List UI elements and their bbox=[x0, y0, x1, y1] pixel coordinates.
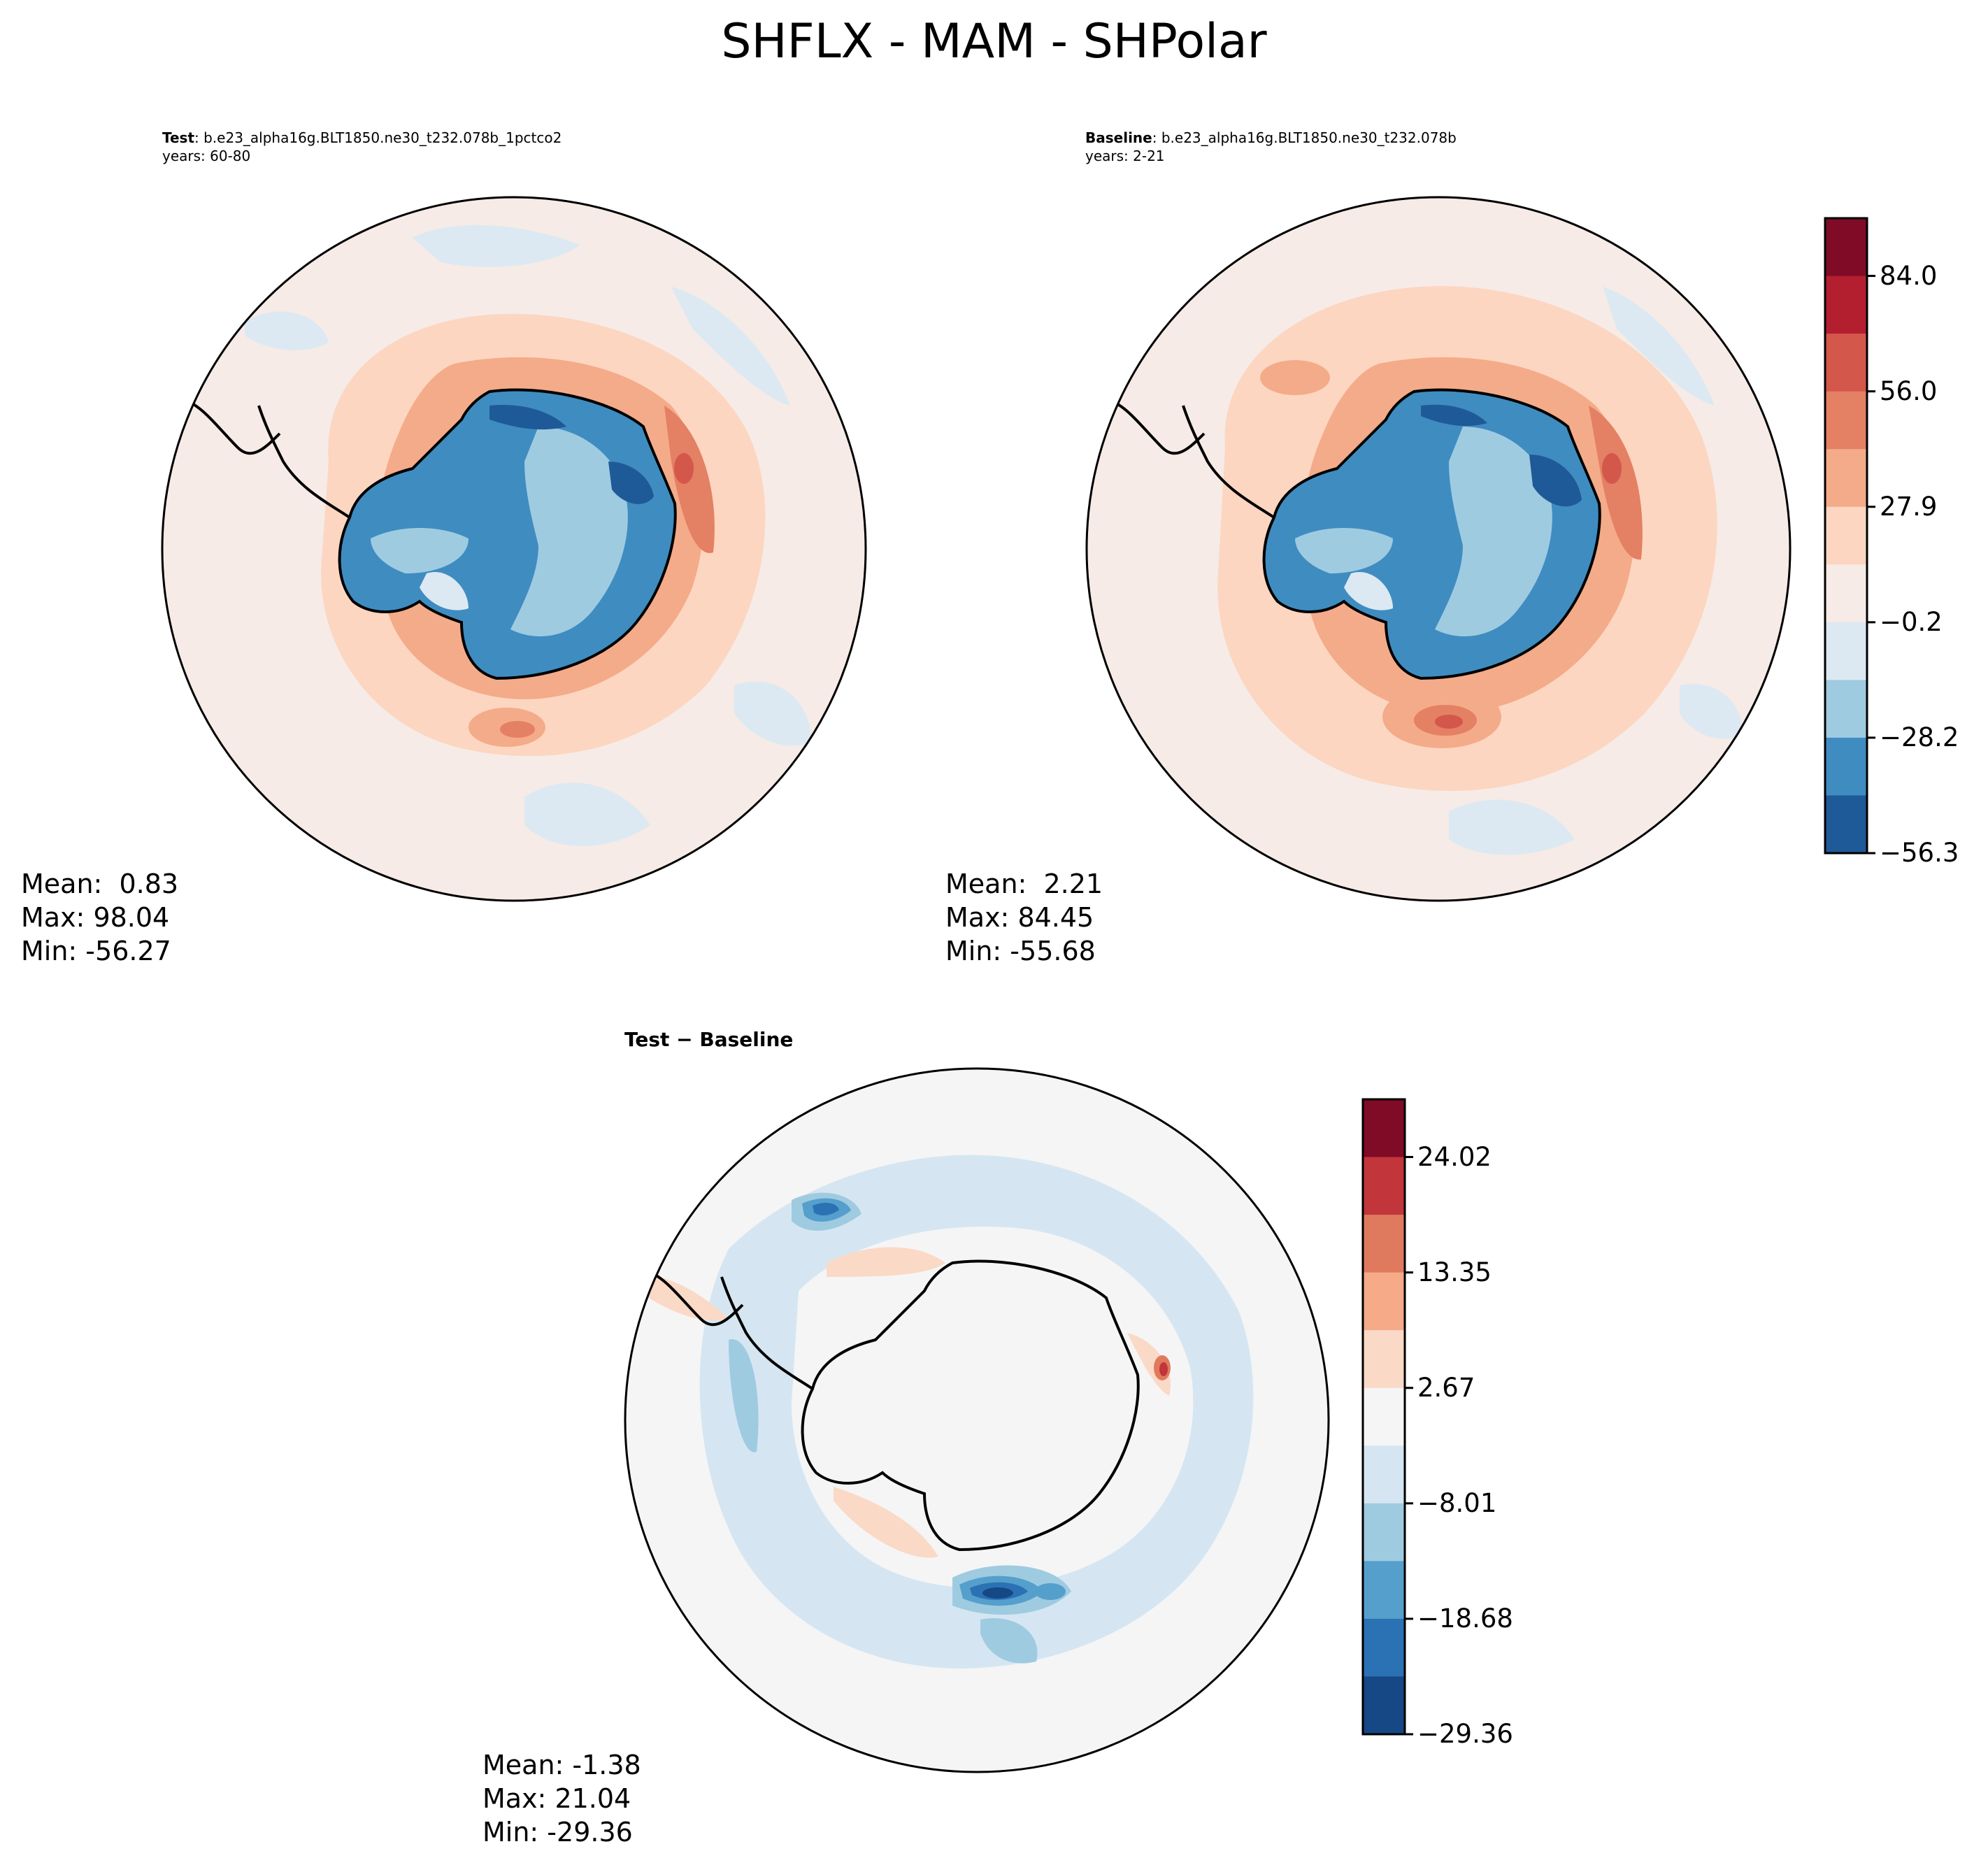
diff-colorbar-segment bbox=[1363, 1503, 1405, 1562]
main-colorbar-segment bbox=[1825, 622, 1867, 680]
main-colorbar-tick-label: 84.0 bbox=[1880, 260, 1938, 291]
diff-colorbar-segment bbox=[1363, 1272, 1405, 1331]
test-max: Max: 98.04 bbox=[21, 902, 170, 933]
main-colorbar-segment bbox=[1825, 680, 1867, 738]
main-colorbar-segment bbox=[1825, 564, 1867, 623]
baseline-heading-case: : b.e23_alpha16g.BLT1850.ne30_t232.078b bbox=[1152, 129, 1457, 146]
diff-colorbar-segment bbox=[1363, 1387, 1405, 1446]
main-colorbar-tick-label: 56.0 bbox=[1880, 376, 1938, 406]
diff-colorbar-tick-label: 2.67 bbox=[1417, 1372, 1475, 1403]
diff-colorbar-segment bbox=[1363, 1157, 1405, 1215]
diff-colorbar-segment bbox=[1363, 1618, 1405, 1677]
diff-colorbar-tick-label: −8.01 bbox=[1417, 1487, 1497, 1518]
baseline-heading-bold: Baseline bbox=[1085, 129, 1152, 146]
baseline-years: years: 2-21 bbox=[1085, 148, 1165, 164]
test-years: years: 60-80 bbox=[162, 148, 251, 164]
diff-colorbar-tick-label: −29.36 bbox=[1417, 1719, 1513, 1749]
main-colorbar-segment bbox=[1825, 506, 1867, 565]
main-colorbar-segment bbox=[1825, 449, 1867, 508]
diff-colorbar-segment bbox=[1363, 1099, 1405, 1158]
main-colorbar-tick-label: 27.9 bbox=[1880, 491, 1938, 522]
diff-colorbar-segment bbox=[1363, 1561, 1405, 1620]
main-colorbar-frame bbox=[1824, 217, 1868, 855]
main-colorbar-segment bbox=[1825, 391, 1867, 450]
test-min: Min: -56.27 bbox=[21, 936, 171, 966]
diff-colorbar bbox=[1361, 1098, 1413, 1736]
main-colorbar-tick-label: −0.2 bbox=[1880, 606, 1943, 637]
diff-colorbar-segment bbox=[1363, 1330, 1405, 1389]
diff-colorbar-tick-label: 13.35 bbox=[1417, 1257, 1492, 1287]
diff-colorbar-segment bbox=[1363, 1676, 1405, 1735]
diff-stats: Mean: -1.38 Max: 21.04 Min: -29.36 bbox=[482, 1748, 641, 1849]
test-mean: Mean: 0.83 bbox=[21, 869, 179, 899]
baseline-stats: Mean: 2.21 Max: 84.45 Min: -55.68 bbox=[945, 867, 1103, 968]
main-colorbar-segment bbox=[1825, 795, 1867, 854]
figure-title: SHFLX - MAM - SHPolar bbox=[721, 14, 1267, 69]
diff-min: Min: -29.36 bbox=[482, 1817, 633, 1848]
diff-colorbar-tick-label: −18.68 bbox=[1417, 1603, 1513, 1634]
test-map bbox=[161, 196, 867, 902]
main-colorbar-tick-label: −28.2 bbox=[1880, 722, 1959, 752]
main-colorbar-segment bbox=[1825, 737, 1867, 796]
baseline-min: Min: -55.68 bbox=[945, 936, 1096, 966]
test-panel-heading: Test: b.e23_alpha16g.BLT1850.ne30_t232.0… bbox=[162, 129, 562, 165]
main-colorbar bbox=[1824, 217, 1875, 855]
test-stats: Mean: 0.83 Max: 98.04 Min: -56.27 bbox=[21, 867, 178, 968]
baseline-panel-heading: Baseline: b.e23_alpha16g.BLT1850.ne30_t2… bbox=[1085, 129, 1457, 165]
diff-max: Max: 21.04 bbox=[482, 1783, 631, 1814]
main-colorbar-segment bbox=[1825, 334, 1867, 392]
diff-colorbar-frame bbox=[1361, 1098, 1406, 1736]
main-colorbar-tick-label: −56.3 bbox=[1880, 838, 1959, 868]
main-colorbar-segment bbox=[1825, 276, 1867, 334]
diff-panel-heading: Test − Baseline bbox=[624, 1028, 794, 1051]
baseline-mean: Mean: 2.21 bbox=[945, 869, 1103, 899]
test-heading-bold: Test bbox=[162, 129, 195, 146]
main-colorbar-segment bbox=[1825, 218, 1867, 277]
diff-mean: Mean: -1.38 bbox=[482, 1750, 641, 1780]
baseline-map bbox=[1085, 196, 1792, 902]
diff-colorbar-segment bbox=[1363, 1445, 1405, 1504]
diff-map bbox=[624, 1067, 1330, 1773]
test-heading-case: : b.e23_alpha16g.BLT1850.ne30_t232.078b_… bbox=[194, 129, 562, 146]
baseline-max: Max: 84.45 bbox=[945, 902, 1094, 933]
diff-colorbar-segment bbox=[1363, 1215, 1405, 1273]
diff-colorbar-tick-label: 24.02 bbox=[1417, 1141, 1492, 1172]
